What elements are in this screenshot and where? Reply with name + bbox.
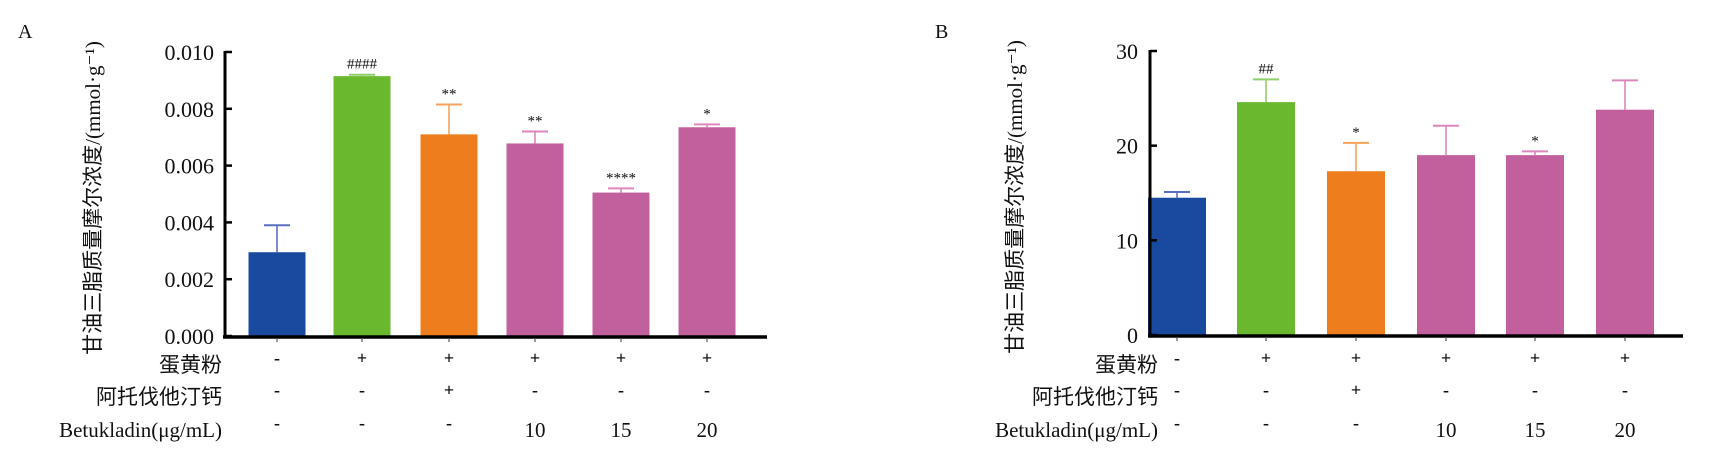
row-value: - bbox=[618, 380, 624, 400]
row-value: - bbox=[359, 413, 365, 433]
row-value: - bbox=[704, 380, 710, 400]
bar bbox=[592, 192, 650, 336]
bar bbox=[1596, 109, 1654, 336]
bar bbox=[1148, 197, 1206, 335]
row-value: 10 bbox=[1436, 418, 1457, 442]
y-tick-label: 0 bbox=[1127, 323, 1138, 348]
row-value: - bbox=[532, 380, 538, 400]
row-value: - bbox=[1443, 380, 1449, 400]
y-tick-label: 0.000 bbox=[165, 324, 215, 349]
row-value: - bbox=[1174, 413, 1180, 433]
row-value: 15 bbox=[611, 418, 632, 442]
row-value: 10 bbox=[525, 418, 546, 442]
row-value: - bbox=[274, 380, 280, 400]
row-value: + bbox=[1620, 348, 1630, 368]
row-value: - bbox=[1263, 413, 1269, 433]
y-tick-label: 20 bbox=[1116, 134, 1138, 159]
y-axis-label: 甘油三脂质量摩尔浓度/(mmol·g⁻¹) bbox=[81, 41, 105, 355]
y-tick-label: 0.002 bbox=[165, 267, 215, 292]
row-value: + bbox=[1261, 348, 1271, 368]
significance-label: * bbox=[1531, 133, 1539, 149]
significance-label: ** bbox=[528, 114, 543, 130]
row-value: + bbox=[1351, 380, 1361, 400]
bar bbox=[1237, 102, 1295, 336]
bar bbox=[1327, 171, 1385, 335]
row-value: - bbox=[274, 413, 280, 433]
significance-label: #### bbox=[347, 57, 378, 73]
row-label: 阿托伐他汀钙 bbox=[96, 385, 222, 409]
bar bbox=[678, 127, 736, 336]
row-value: + bbox=[444, 380, 454, 400]
row-value: + bbox=[1530, 348, 1540, 368]
row-value: - bbox=[1174, 348, 1180, 368]
bar bbox=[333, 76, 391, 336]
row-value: + bbox=[444, 348, 454, 368]
row-value: + bbox=[616, 348, 626, 368]
row-value: + bbox=[1441, 348, 1451, 368]
row-label: 蛋黄粉 bbox=[159, 353, 222, 377]
bar bbox=[420, 134, 478, 336]
row-value: 20 bbox=[697, 418, 718, 442]
row-label: Betukladin(μg/mL) bbox=[59, 418, 222, 442]
row-value: + bbox=[357, 348, 367, 368]
row-value: - bbox=[1263, 380, 1269, 400]
significance-label: ## bbox=[1259, 61, 1275, 77]
row-value: - bbox=[1174, 380, 1180, 400]
row-value: + bbox=[702, 348, 712, 368]
significance-label: **** bbox=[606, 170, 636, 186]
row-label: 蛋黄粉 bbox=[1095, 353, 1158, 377]
row-value: - bbox=[446, 413, 452, 433]
y-tick-label: 10 bbox=[1116, 228, 1138, 253]
y-tick-label: 0.010 bbox=[165, 40, 215, 65]
row-value: + bbox=[1351, 348, 1361, 368]
panel-label: B bbox=[935, 21, 948, 43]
significance-label: ** bbox=[442, 87, 457, 103]
row-value: - bbox=[1622, 380, 1628, 400]
row-value: - bbox=[1353, 413, 1359, 433]
row-value: - bbox=[1532, 380, 1538, 400]
y-axis-label: 甘油三脂质量摩尔浓度/(mmol·g⁻¹) bbox=[1003, 40, 1027, 354]
bar bbox=[1506, 155, 1564, 335]
row-value: - bbox=[359, 380, 365, 400]
significance-label: * bbox=[703, 106, 711, 122]
y-tick-label: 0.006 bbox=[165, 154, 215, 179]
panel-label: A bbox=[18, 21, 33, 43]
row-value: - bbox=[274, 348, 280, 368]
row-label: 阿托伐他汀钙 bbox=[1032, 385, 1158, 409]
significance-label: * bbox=[1352, 125, 1360, 141]
bar bbox=[1417, 155, 1475, 335]
row-value: + bbox=[530, 348, 540, 368]
bar bbox=[506, 143, 564, 336]
y-tick-label: 0.004 bbox=[165, 210, 215, 235]
y-tick-label: 0.008 bbox=[165, 97, 215, 122]
row-label: Betukladin(μg/mL) bbox=[995, 418, 1158, 442]
row-value: 15 bbox=[1525, 418, 1546, 442]
row-value: 20 bbox=[1615, 418, 1636, 442]
bar bbox=[248, 252, 306, 336]
y-tick-label: 30 bbox=[1116, 39, 1138, 64]
